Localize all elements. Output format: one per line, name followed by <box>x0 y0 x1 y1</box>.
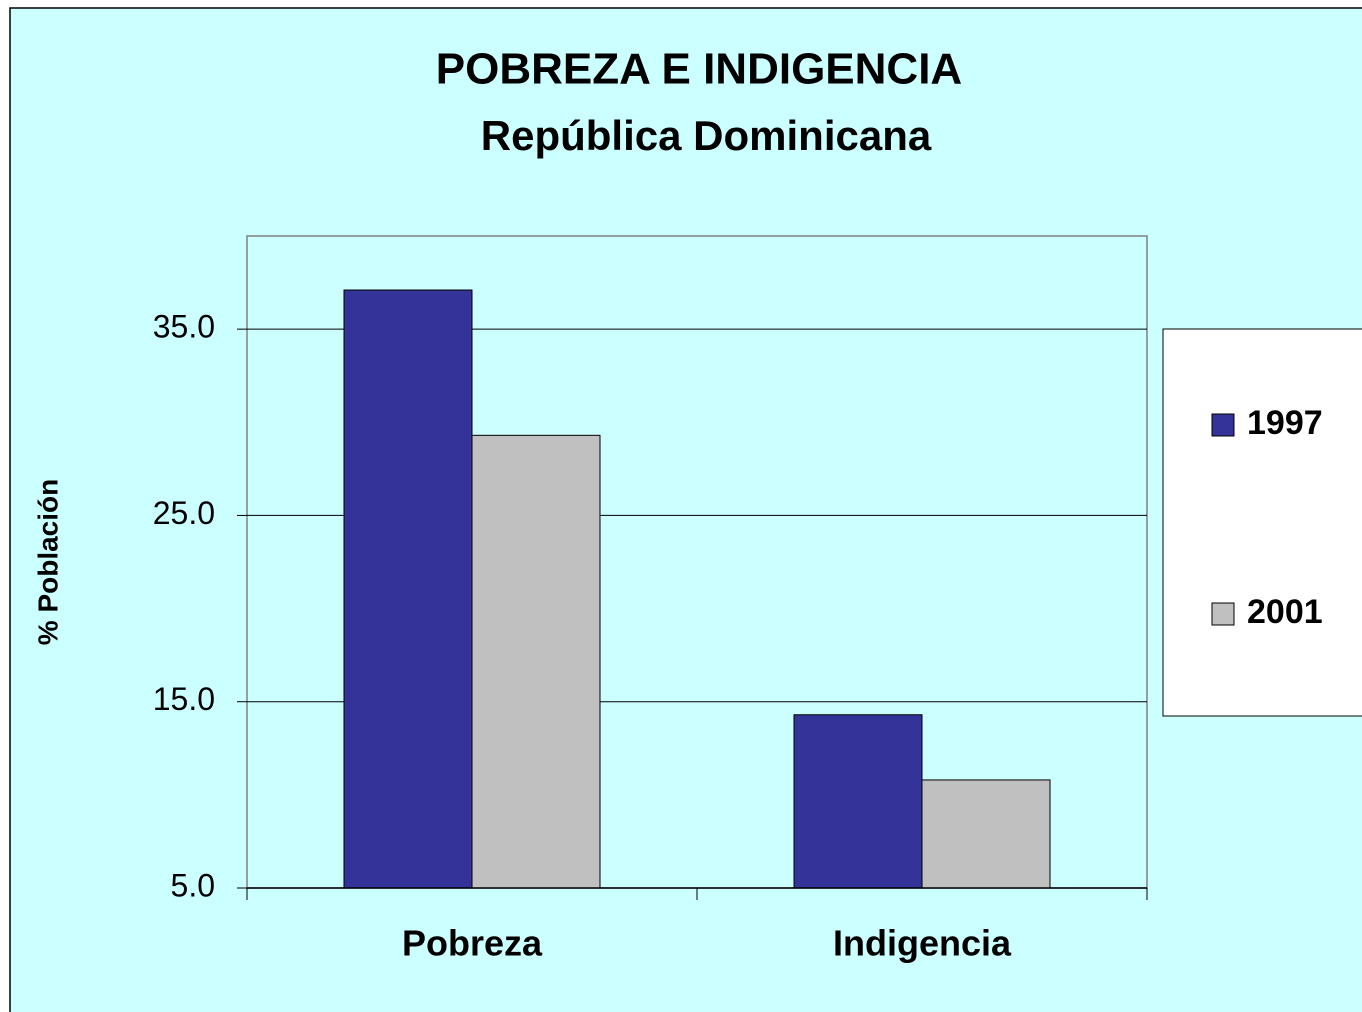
legend-swatch <box>1211 413 1235 437</box>
chart-title: POBREZA E INDIGENCIA <box>436 45 962 94</box>
x-tick-label: Pobreza <box>402 923 543 964</box>
y-axis-label: % Población <box>32 479 63 645</box>
y-tick-label: 25.0 <box>153 495 215 531</box>
bar <box>921 779 1051 889</box>
legend-label: 1997 <box>1247 404 1323 442</box>
bar <box>343 289 473 889</box>
y-tick-label: 5.0 <box>171 867 215 903</box>
x-tick-label: Indigencia <box>833 923 1012 964</box>
bar <box>793 714 923 889</box>
chart-subtitle: República Dominicana <box>481 112 932 159</box>
y-tick-label: 35.0 <box>153 309 215 345</box>
legend-label: 2001 <box>1247 593 1323 631</box>
bar <box>471 434 601 889</box>
y-tick-label: 15.0 <box>153 681 215 717</box>
legend-swatch <box>1211 602 1235 626</box>
legend <box>1162 328 1362 717</box>
